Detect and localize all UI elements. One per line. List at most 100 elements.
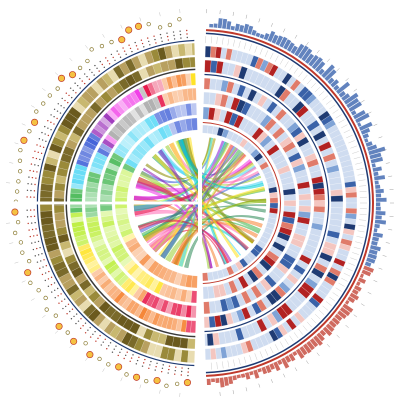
heatmap-cell [53,205,65,214]
dot-mark [96,67,98,70]
tick-mark [270,379,273,383]
tick-mark [233,359,235,367]
dot-mark [149,364,151,366]
dot-mark [28,176,30,178]
dot-mark [146,37,149,39]
heatmap-cell [202,124,209,134]
scatter-point [153,376,161,385]
tick-mark [348,262,355,266]
tick-mark [314,86,321,92]
tick-mark [343,129,351,133]
dot-mark [34,255,36,257]
histogram-bar [244,372,251,380]
half-separators [0,0,202,400]
tick-mark [316,50,320,54]
heatmap-cell [210,348,217,360]
histogram-bar [357,122,362,127]
dot-mark [119,351,121,354]
histogram-bar [325,323,335,333]
tick-mark [326,58,330,62]
dot-mark [181,367,183,369]
dot-mark [30,215,32,218]
tick-mark [270,346,274,354]
tick-mark [9,242,14,244]
dot-mark [27,183,29,185]
dot-mark [33,215,36,218]
dot-mark [80,318,82,320]
tick-mark [284,61,289,68]
dot-mark [63,107,65,109]
dot-mark [179,30,181,32]
histogram-bar [353,285,362,292]
tick-mark [298,328,303,335]
tick-mark [249,355,252,362]
dot-mark [186,33,188,35]
dot-mark [153,35,155,37]
histogram-bar [328,320,337,328]
dot-mark [73,315,75,318]
dot-mark [162,364,164,366]
heatmap-cell [179,337,189,349]
dot-mark [36,171,38,173]
dot-mark [72,89,74,92]
histogram-bar [297,45,309,59]
dot-mark [142,362,145,364]
heatmap-cell [203,316,210,329]
histogram-bar [316,332,325,342]
scatter-point [41,101,46,106]
dot-mark [37,164,39,167]
tick-mark [227,360,230,368]
tick-mark [289,335,294,342]
dot-mark [129,47,132,50]
dot-mark [31,176,34,179]
dot-mark [154,38,156,41]
histogram-bar [236,374,241,379]
dot-mark [89,69,91,71]
dot-mark [173,38,176,40]
tick-mark [338,282,345,287]
tick-mark [361,100,365,103]
tick-mark [293,67,299,74]
dot-mark [37,254,40,256]
histogram-bar [321,64,335,79]
heatmap-cell [203,301,211,315]
scatter-point [106,362,111,367]
histogram-bar [280,357,290,369]
dot-mark [79,77,81,80]
tick-mark [259,48,263,55]
tick-mark [258,18,261,23]
scatter-point [183,379,191,387]
dot-mark [132,354,134,356]
heatmap-cell [269,197,279,204]
dot-mark [173,34,175,37]
dot-mark [43,259,45,261]
dot-mark [41,139,44,141]
histogram-bar [364,138,369,143]
dot-mark [82,325,84,327]
dot-mark [84,322,87,324]
dot-mark [26,216,29,218]
tick-mark [159,389,161,394]
dot-mark [115,345,117,347]
dot-mark [94,64,96,67]
scatter-point [27,259,32,264]
histogram-bar [302,343,312,354]
tick-mark [279,58,284,65]
tick-mark [311,82,317,89]
dot-mark [75,322,77,325]
tick-mark [311,317,317,324]
heatmap-cell [54,212,66,221]
tick-mark [336,68,340,72]
dot-mark [79,327,82,329]
histogram-bar [275,35,284,46]
tick-mark [359,219,367,221]
histogram-bar [339,306,351,317]
histogram-bar [211,378,216,383]
tick-mark [352,252,359,255]
histogram-bar [215,377,220,383]
dot-mark [108,63,111,65]
histogram-bar [353,109,366,120]
dot-mark [131,50,133,53]
heatmap-cell [345,202,358,209]
dot-mark [40,152,43,155]
